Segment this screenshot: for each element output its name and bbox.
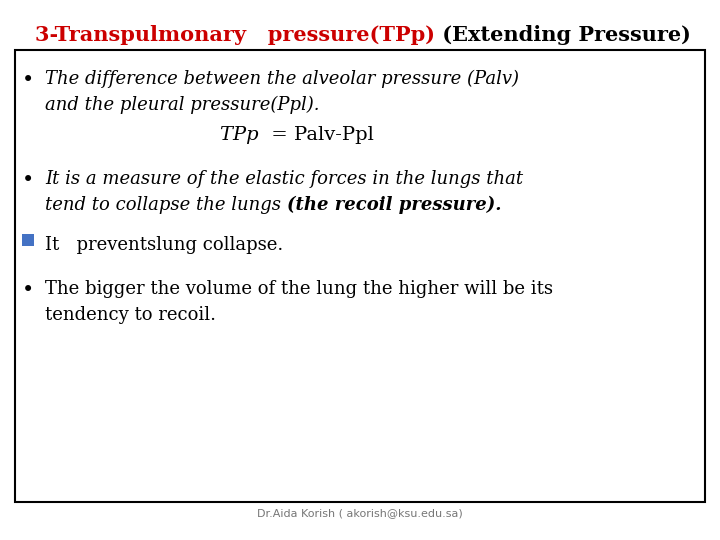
Text: tend to collapse the lungs: tend to collapse the lungs [45, 196, 287, 214]
Text: It   preventslung collapse.: It preventslung collapse. [45, 236, 283, 254]
Text: •: • [22, 170, 35, 190]
Text: The bigger the volume of the lung the higher will be its: The bigger the volume of the lung the hi… [45, 280, 553, 298]
Text: It is a measure of the elastic forces in the lungs that: It is a measure of the elastic forces in… [45, 170, 523, 188]
Text: and the pleural pressure(Ppl).: and the pleural pressure(Ppl). [45, 96, 320, 114]
Text: •: • [22, 280, 35, 300]
Text: (the recoil pressure).: (the recoil pressure). [287, 196, 501, 214]
Text: 3-Transpulmonary   pressure(TPp): 3-Transpulmonary pressure(TPp) [35, 25, 435, 45]
Text: •: • [22, 70, 35, 90]
Text: TPp: TPp [220, 126, 265, 144]
Text: tendency to recoil.: tendency to recoil. [45, 306, 216, 324]
Text: The difference between the alveolar pressure (Palv): The difference between the alveolar pres… [45, 70, 519, 88]
Text: (Extending Pressure): (Extending Pressure) [435, 25, 691, 45]
Text: = Palv-Ppl: = Palv-Ppl [265, 126, 374, 144]
Bar [15, 50, 705, 502]
Bar [22, 234, 34, 246]
Text: Dr.Aida Korish ( akorish@ksu.edu.sa): Dr.Aida Korish ( akorish@ksu.edu.sa) [257, 508, 463, 518]
